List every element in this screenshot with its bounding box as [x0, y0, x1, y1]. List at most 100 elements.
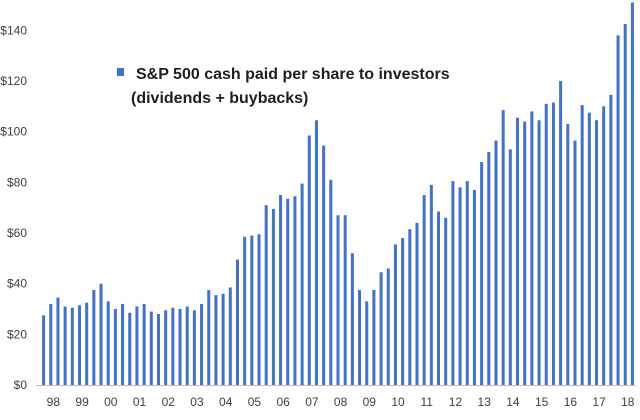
bar [300, 183, 304, 385]
bar [257, 234, 261, 385]
bar [487, 151, 491, 385]
bar-series [42, 2, 634, 386]
bar [142, 303, 146, 385]
y-tick-label: $140 [0, 23, 27, 37]
bar [523, 121, 527, 385]
bar [329, 179, 333, 385]
bar [92, 290, 96, 385]
bar [70, 307, 74, 385]
bar [307, 135, 311, 385]
legend-label-continued: (dividends + buybacks) [131, 90, 308, 107]
x-tick-label: 11 [421, 395, 434, 409]
bar [444, 217, 448, 385]
bar [178, 309, 182, 385]
bar [573, 140, 577, 385]
x-tick-label: 14 [506, 395, 520, 409]
bar [494, 140, 498, 385]
bar [49, 303, 53, 385]
bar [56, 297, 60, 385]
bar [623, 24, 627, 385]
x-tick-label: 09 [363, 395, 377, 409]
x-tick-label: 98 [47, 395, 61, 409]
bar [200, 303, 204, 385]
bar [587, 112, 591, 386]
bar [537, 120, 541, 386]
bar [530, 111, 534, 386]
bar [192, 310, 196, 385]
bar [171, 307, 175, 385]
bar [630, 2, 634, 385]
bar [616, 35, 620, 386]
legend-marker [117, 68, 124, 76]
bar [42, 315, 46, 385]
bar [559, 81, 563, 385]
bar [372, 290, 376, 385]
x-tick-label: 01 [133, 395, 147, 409]
bar [458, 187, 462, 385]
bar [451, 181, 455, 385]
bar [501, 110, 505, 385]
bar [314, 120, 318, 386]
x-tick-label: 13 [478, 395, 492, 409]
bar [271, 208, 275, 385]
bar [128, 312, 132, 385]
bar [379, 272, 383, 385]
bar [264, 205, 268, 385]
x-tick-label: 02 [162, 395, 176, 409]
bar [343, 215, 347, 385]
legend-label: S&P 500 cash paid per share to investors [136, 66, 450, 83]
y-tick-label: $0 [14, 378, 28, 392]
bar [437, 211, 441, 385]
bar [322, 145, 326, 385]
bar [63, 306, 67, 385]
x-tick-label: 00 [104, 395, 118, 409]
bar [135, 306, 139, 385]
bar [480, 162, 484, 385]
bar [365, 301, 369, 385]
y-axis: $0 $20 $40 $60 $80 $100 $120 $140 [0, 23, 27, 392]
bar [336, 215, 340, 385]
bar [250, 235, 254, 385]
x-tick-label: 10 [391, 395, 405, 409]
bar [408, 229, 412, 385]
bar [415, 222, 419, 385]
x-tick-label: 05 [248, 395, 262, 409]
bar [516, 117, 520, 385]
bar [386, 268, 390, 385]
bar [214, 295, 218, 385]
bar [566, 124, 570, 385]
bar [77, 305, 82, 385]
bar [221, 293, 225, 385]
y-tick-label: $80 [7, 175, 27, 189]
bar [429, 184, 433, 385]
y-tick-label: $60 [7, 226, 27, 240]
x-tick-label: 99 [75, 395, 89, 409]
x-tick-label: 04 [219, 395, 233, 409]
bar [243, 236, 247, 385]
bar [85, 302, 89, 385]
bar [401, 238, 405, 385]
bar [99, 283, 103, 385]
x-tick-label: 18 [621, 395, 635, 409]
bar [393, 244, 397, 385]
y-tick-label: $40 [7, 277, 27, 291]
bar [602, 106, 606, 385]
bar [156, 314, 160, 385]
legend: S&P 500 cash paid per share to investors… [117, 66, 450, 107]
x-tick-label: 16 [564, 395, 578, 409]
bar [544, 103, 548, 386]
bar [207, 290, 211, 385]
bar [358, 290, 362, 385]
bar [465, 181, 469, 385]
bar [235, 259, 239, 385]
x-axis: 98 99 00 01 02 03 04 05 06 07 08 09 10 11 12 13 14 15 16 17… [47, 395, 635, 409]
bar [350, 253, 354, 385]
bar [149, 311, 153, 385]
x-tick-label: 17 [592, 395, 606, 409]
bar [279, 195, 283, 385]
x-tick-label: 07 [305, 395, 319, 409]
bar [106, 301, 110, 385]
bar [508, 149, 512, 385]
bar [595, 120, 599, 386]
